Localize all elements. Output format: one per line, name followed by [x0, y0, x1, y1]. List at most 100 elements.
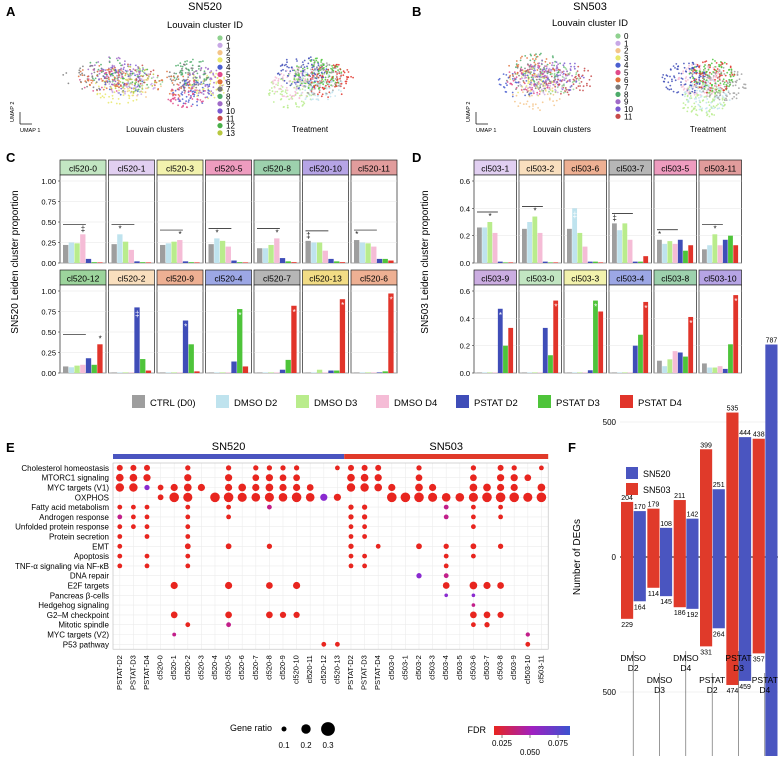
umap-b-cluster-point	[526, 91, 529, 93]
umap-a-cluster-point	[104, 69, 107, 72]
umap-a-cluster-point	[197, 84, 200, 86]
umap-a-cluster-point	[94, 77, 97, 80]
umap-a-treatment-point	[315, 77, 318, 80]
umap-b-treatment-point	[710, 62, 713, 65]
umap-b-treatment-point	[701, 107, 703, 110]
bar	[328, 258, 334, 263]
column-label: cl503-2	[414, 655, 423, 680]
dot	[441, 492, 451, 502]
umap-a-cluster-point	[141, 64, 144, 67]
umap-b-treatment-point	[702, 69, 705, 71]
dot	[362, 524, 367, 530]
umap-b-treatment-point	[697, 103, 700, 106]
umap-a-treatment-point	[309, 94, 311, 97]
umap-a-cluster-point	[129, 72, 132, 75]
umap-a-cluster-point	[102, 88, 105, 91]
umap-a-cluster-point	[180, 73, 183, 76]
umap-a-cluster-point	[101, 95, 104, 98]
bar	[683, 250, 688, 263]
umap-a-treatment-point	[344, 80, 347, 83]
umap-a-cluster-point	[122, 81, 125, 84]
legend-swatch-icon	[376, 395, 389, 408]
umap-a-cluster-point	[107, 69, 110, 71]
dot	[157, 484, 164, 491]
umap-a-treatment-point	[319, 84, 322, 86]
umap-a-treatment-point	[340, 90, 342, 92]
umap-a-treatment-point	[326, 81, 328, 83]
umap-b-treatment-point	[668, 88, 671, 91]
dot	[144, 504, 150, 510]
umap-a-treatment-point	[301, 105, 304, 107]
legend-swatch-icon	[217, 71, 223, 78]
dot	[400, 492, 411, 503]
legend-label: 10	[226, 107, 235, 116]
umap-b-cluster-point	[577, 85, 580, 88]
umap-b-cluster-point	[570, 65, 572, 68]
umap-a-treatment-point	[334, 85, 336, 88]
umap-a-treatment-point	[281, 86, 284, 88]
pathway-label: EMT	[92, 542, 109, 551]
umap-b-cluster-point	[520, 72, 523, 75]
umap-a-cluster-point	[114, 66, 116, 69]
dot	[498, 514, 503, 520]
dot	[497, 474, 505, 482]
umap-b-treatment-point	[693, 107, 696, 110]
data-label-down: 164	[634, 604, 646, 611]
umap-b-treatment-point	[710, 87, 712, 89]
umap-a-cluster-point	[124, 74, 127, 77]
umap-b-cluster-point	[515, 60, 518, 62]
umap-a-cluster-point	[141, 84, 144, 87]
y-axis-label: Number of DEGs	[572, 519, 583, 595]
dot	[415, 483, 423, 492]
bar	[728, 344, 733, 373]
umap-b-cluster-point	[558, 69, 561, 71]
umap-a-cluster-point	[206, 74, 209, 77]
legend-swatch-icon	[456, 395, 469, 408]
umap-b-treatment-point	[707, 101, 710, 103]
umap-b-cluster-point	[519, 83, 522, 86]
umap-a-cluster-point	[81, 69, 84, 71]
umap-a-treatment-point	[321, 75, 324, 77]
umap-a-cluster-point	[191, 83, 194, 86]
umap-a-cluster-point	[222, 84, 225, 86]
y-tick-label: 0.25	[41, 349, 56, 358]
umap-a-treatment-point	[282, 68, 284, 71]
dot	[210, 492, 220, 503]
bar	[117, 234, 123, 263]
umap-b-cluster-point	[508, 71, 511, 73]
dot	[185, 504, 191, 510]
umap-a-cluster-point	[206, 96, 209, 98]
umap-a-treatment-point	[289, 80, 292, 82]
umap-a-cluster-point	[151, 85, 154, 87]
umap-a-treatment-point	[320, 95, 323, 98]
bar	[617, 372, 623, 373]
umap-a-treatment-point	[306, 71, 308, 74]
umap-a-treatment-point	[314, 84, 317, 87]
umap-a-cluster-point	[117, 98, 120, 100]
umap-a-cluster-point	[113, 76, 116, 79]
umap-a-cluster-point	[133, 84, 136, 87]
umap-a-cluster-point	[189, 87, 192, 90]
dot	[117, 504, 123, 510]
umap-a-treatment-point	[328, 71, 331, 74]
umap-b-treatment-point	[690, 97, 693, 99]
umap-a-cluster-point	[83, 86, 86, 89]
umap-b-cluster-point	[550, 75, 553, 78]
umap-a-cluster-point	[190, 105, 193, 107]
umap-b-treatment-point	[680, 81, 682, 83]
umap-b-treatment-point	[721, 80, 724, 83]
pathway-label: E2F targets	[68, 582, 109, 591]
bar	[662, 243, 668, 263]
umap-a-cluster-point	[147, 86, 150, 89]
bar	[194, 262, 200, 263]
bar	[582, 246, 588, 263]
umap-b-cluster-point	[532, 103, 534, 105]
umap-a-cluster-point	[81, 74, 84, 77]
umap-b-cluster-point	[539, 71, 542, 74]
umap-b-treatment-point	[713, 71, 716, 74]
umap-b-cluster-point	[557, 85, 560, 88]
bar	[311, 242, 317, 263]
umap-b-cluster-point	[502, 73, 505, 75]
pathway-label: Apoptosis	[74, 552, 109, 561]
umap-b-cluster-point	[578, 79, 580, 81]
